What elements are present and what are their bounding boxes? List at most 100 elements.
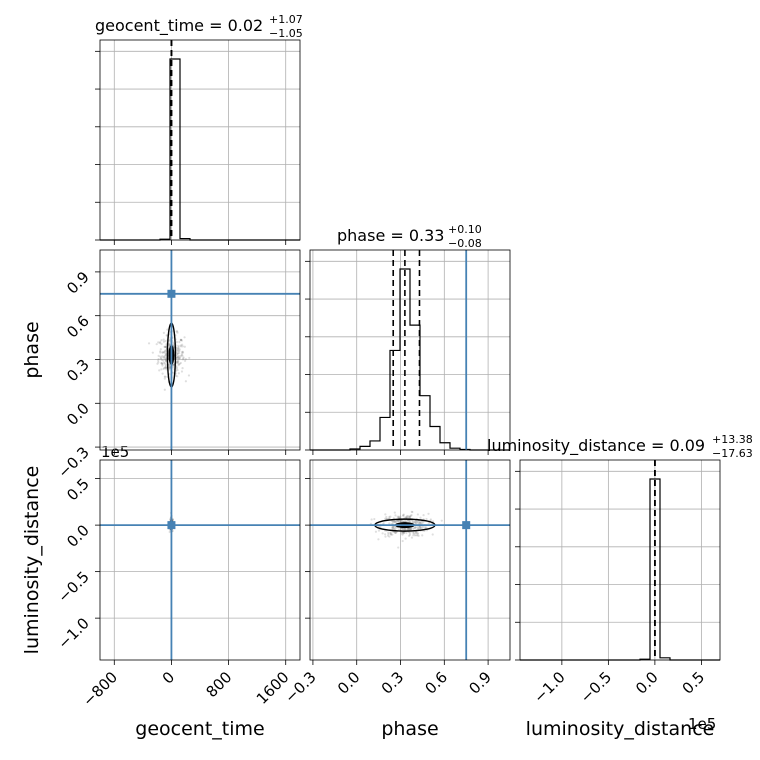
scatter-point bbox=[406, 519, 409, 522]
scatter-point bbox=[165, 368, 168, 371]
scatter-point bbox=[176, 349, 179, 352]
x-axis-label-phase: phase bbox=[381, 718, 438, 740]
scatter-point bbox=[177, 357, 180, 360]
scatter-point bbox=[395, 519, 398, 523]
scatter-point bbox=[404, 516, 408, 519]
scatter-point bbox=[393, 520, 397, 523]
title-phase-lower: −0.08 bbox=[448, 237, 482, 250]
scatter-point bbox=[415, 534, 418, 537]
x-tick-label: 0 bbox=[159, 668, 178, 687]
scatter-point bbox=[410, 536, 414, 539]
scatter-point bbox=[397, 528, 400, 531]
scatter-point bbox=[164, 350, 167, 353]
scatter-point bbox=[387, 532, 390, 536]
scatter-point bbox=[164, 358, 168, 362]
scatter-point bbox=[416, 532, 420, 535]
scatter-point bbox=[168, 530, 171, 534]
scatter-point bbox=[161, 355, 164, 358]
scatter-point bbox=[421, 534, 424, 537]
scatter-point bbox=[408, 534, 411, 538]
histogram-luminosity-distance bbox=[520, 478, 720, 661]
scatter-point bbox=[159, 356, 163, 360]
scatter-point bbox=[157, 359, 160, 362]
scatter-point bbox=[177, 346, 180, 350]
scatter-point bbox=[176, 330, 179, 333]
scatter-point bbox=[407, 516, 410, 519]
scatter-point bbox=[408, 520, 411, 523]
scatter-point bbox=[419, 526, 422, 529]
scatter-point bbox=[183, 336, 186, 339]
scatter-point bbox=[162, 340, 166, 343]
scatter-point bbox=[397, 516, 400, 519]
scatter-point bbox=[404, 537, 407, 540]
scatter-point bbox=[176, 361, 179, 364]
scatter-point bbox=[168, 363, 171, 366]
scatter-point bbox=[384, 535, 387, 538]
scatter-point bbox=[412, 527, 415, 530]
scatter-point bbox=[394, 520, 397, 524]
title-luminosity-distance-upper: +13.38 bbox=[712, 433, 753, 446]
scatter-point bbox=[394, 514, 397, 517]
scatter-point bbox=[178, 340, 181, 344]
scatter-point bbox=[405, 531, 408, 535]
scatter-point bbox=[158, 369, 161, 372]
scatter-point bbox=[384, 533, 387, 536]
scatter-point bbox=[176, 368, 179, 372]
scatter-point bbox=[401, 527, 404, 531]
scatter-point bbox=[398, 519, 401, 522]
scatter-point bbox=[164, 345, 167, 349]
scatter-point bbox=[181, 345, 184, 348]
scatter-point bbox=[401, 539, 404, 543]
panel-frame-0-0 bbox=[99, 39, 301, 241]
scatter-point bbox=[179, 354, 182, 358]
y-tick-label: 0.0 bbox=[63, 399, 93, 429]
scatter-point bbox=[176, 348, 179, 351]
scatter-point bbox=[386, 534, 390, 537]
scatter-point bbox=[385, 515, 388, 519]
scatter-point bbox=[393, 520, 396, 524]
scatter-point bbox=[379, 525, 382, 529]
scatter-point bbox=[397, 515, 400, 518]
scatter-point bbox=[414, 526, 417, 529]
scatter-point bbox=[181, 354, 184, 357]
scatter-point bbox=[176, 352, 179, 356]
scatter-point bbox=[391, 533, 394, 536]
scatter-point bbox=[413, 521, 417, 524]
scatter-point bbox=[188, 356, 191, 360]
scatter-point bbox=[161, 364, 164, 367]
scatter-point bbox=[171, 341, 175, 344]
scatter-point bbox=[399, 527, 402, 530]
scatter-point bbox=[155, 343, 158, 346]
scatter-point bbox=[417, 534, 420, 537]
scatter-point bbox=[390, 533, 393, 536]
scatter-point bbox=[373, 517, 376, 521]
scatter-point bbox=[160, 362, 163, 365]
scatter-point bbox=[405, 516, 408, 519]
truth-marker-2-0 bbox=[167, 521, 176, 530]
scatter-point bbox=[384, 517, 387, 520]
scatter-point bbox=[175, 352, 178, 355]
scatter-point bbox=[168, 366, 171, 369]
scatter-point bbox=[161, 372, 164, 375]
scatter-point bbox=[406, 528, 409, 531]
scatter-point bbox=[168, 343, 171, 346]
scatter-point bbox=[164, 345, 167, 349]
scatter-point bbox=[419, 516, 422, 519]
scatter-point bbox=[396, 519, 400, 522]
scatter-point bbox=[187, 374, 191, 377]
scatter-point bbox=[429, 518, 432, 521]
scatter-point bbox=[431, 520, 435, 523]
scatter-point bbox=[394, 531, 397, 534]
scatter-point bbox=[402, 514, 405, 517]
scatter-point bbox=[157, 361, 160, 364]
scatter-point bbox=[381, 532, 384, 535]
scatter-point bbox=[163, 356, 166, 360]
scatter-point bbox=[167, 342, 171, 345]
scatter-point bbox=[388, 535, 391, 538]
scatter-point bbox=[165, 334, 168, 337]
scatter-point bbox=[418, 525, 421, 528]
x-tick-label: −0.5 bbox=[577, 668, 615, 706]
scatter-point bbox=[176, 375, 179, 378]
x-tick-label: 0.5 bbox=[679, 668, 709, 698]
scatter-point bbox=[397, 519, 400, 522]
